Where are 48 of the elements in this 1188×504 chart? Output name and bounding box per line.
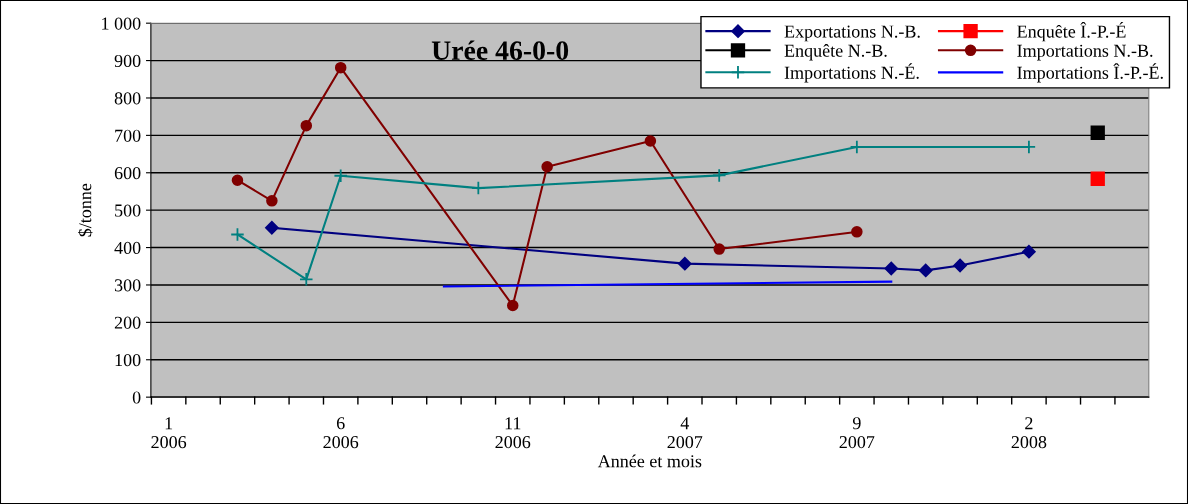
legend-label: Importations N.-É.: [784, 63, 919, 83]
point: [334, 61, 347, 74]
chart-title: Urée 46-0-0: [431, 40, 569, 60]
x-tick-label: 4 2007: [667, 417, 703, 449]
x-tick-label: 1 2006: [151, 417, 187, 449]
y-tick-label: 800: [114, 92, 141, 105]
y-tick-label: 500: [115, 204, 141, 217]
point: [1022, 244, 1036, 259]
legend-label: Enquête N.-B.: [784, 44, 887, 61]
point: [300, 119, 313, 132]
point: [644, 135, 657, 147]
point: [851, 226, 863, 238]
point: [266, 195, 278, 207]
point: [918, 263, 933, 278]
point: [333, 168, 348, 183]
y-tick-label: 300: [114, 279, 141, 292]
point: [1090, 171, 1105, 186]
point: [299, 272, 314, 287]
point: [231, 174, 244, 187]
legend-label: Exportations N.-B.: [784, 25, 920, 42]
y-tick-label: 400: [114, 241, 141, 255]
x-axis-title: Année et mois: [597, 454, 702, 468]
point: [230, 227, 245, 242]
y-tick-label: 900: [114, 54, 141, 68]
y-tick-label: 0: [132, 391, 141, 404]
point: [953, 258, 967, 273]
point: [712, 168, 727, 183]
point: [541, 161, 553, 173]
point: [713, 243, 725, 255]
x-tick-label: 9 2007: [839, 417, 875, 449]
point: [506, 299, 519, 312]
legend-label: Importations N.-B.: [1017, 44, 1153, 61]
point: [884, 261, 899, 276]
y-axis-title: $/tonne: [78, 183, 93, 237]
y-tick-label: 700: [115, 129, 141, 142]
legend-label: Enquête Î.-P.-É: [1017, 22, 1126, 42]
point: [1090, 125, 1105, 140]
x-tick-label: 11 2006: [495, 417, 531, 449]
y-tick-label: 1 000: [102, 17, 141, 30]
point: [471, 180, 486, 196]
y-tick-label: 600: [114, 167, 141, 180]
point: [678, 256, 692, 271]
x-tick-label: 2 2008: [1011, 417, 1047, 449]
y-tick-label: 200: [114, 316, 141, 329]
y-tick-label: 100: [115, 354, 141, 367]
x-tick-label: 6 2006: [323, 417, 359, 449]
legend-label: Importations Î.-P.-É.: [1017, 63, 1163, 83]
point: [265, 220, 279, 235]
